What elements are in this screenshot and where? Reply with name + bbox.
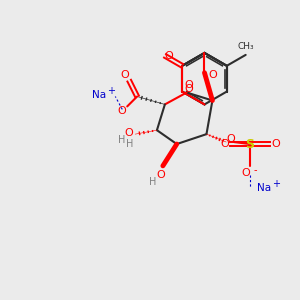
Text: O: O <box>184 80 193 90</box>
Text: O: O <box>165 51 173 61</box>
Text: O: O <box>185 84 194 94</box>
Text: H: H <box>125 139 133 149</box>
Text: O: O <box>208 70 217 80</box>
Text: O: O <box>272 139 280 149</box>
Text: +: + <box>272 179 280 189</box>
Text: O: O <box>125 128 134 138</box>
Text: H: H <box>149 177 157 187</box>
Text: O: O <box>242 168 250 178</box>
Text: H: H <box>118 135 125 145</box>
Text: CH₃: CH₃ <box>237 43 254 52</box>
Text: O: O <box>121 70 130 80</box>
Text: S: S <box>246 138 255 151</box>
Text: O: O <box>227 134 236 144</box>
Text: O: O <box>117 106 126 116</box>
Text: O: O <box>220 139 229 149</box>
Text: O: O <box>157 170 165 180</box>
Text: Na: Na <box>257 183 271 193</box>
Text: +: + <box>107 85 116 96</box>
Text: Na: Na <box>92 89 106 100</box>
Text: -: - <box>253 165 257 175</box>
